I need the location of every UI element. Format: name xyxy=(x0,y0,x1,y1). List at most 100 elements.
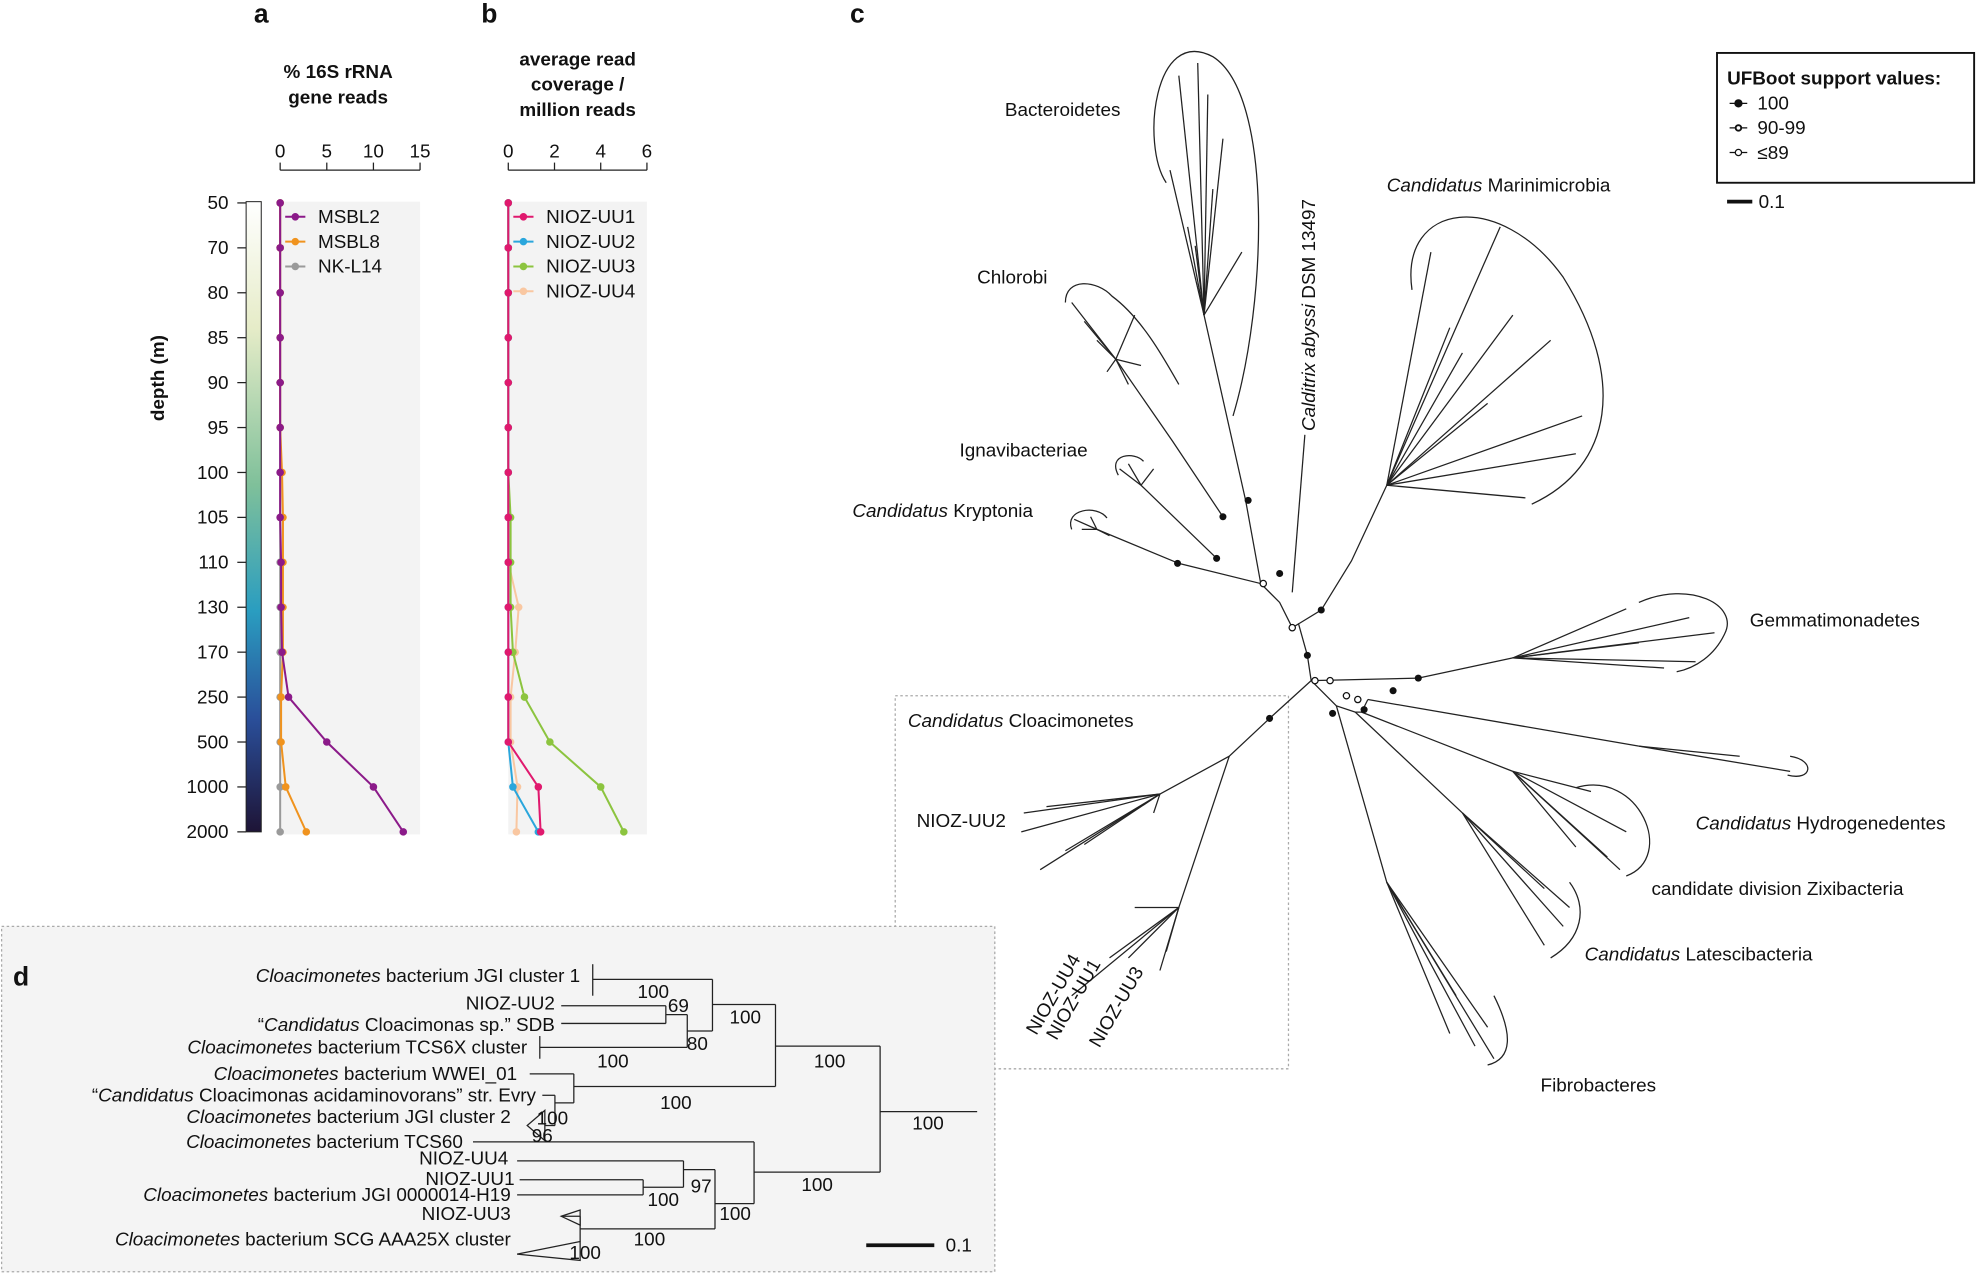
support-node xyxy=(1276,569,1284,578)
y-tick-label: 50 xyxy=(207,193,228,214)
clade-label: candidate division Zixibacteria xyxy=(1651,879,1904,900)
data-point xyxy=(512,828,521,836)
tree-branch xyxy=(1512,770,1627,833)
text-part: Candidatus xyxy=(852,501,948,522)
data-point xyxy=(504,199,513,207)
text-part: Cloacimonas acidaminovorans” str. Evry xyxy=(194,1086,537,1107)
plot-background xyxy=(508,201,647,835)
data-point xyxy=(504,513,513,522)
data-point xyxy=(276,244,284,252)
tree-branch xyxy=(1178,756,1230,908)
support-node xyxy=(1288,623,1297,632)
text-part: NIOZ-UU2 xyxy=(466,994,555,1015)
y-tick-label: 70 xyxy=(207,238,228,259)
tree-branch xyxy=(1203,314,1262,584)
data-point xyxy=(504,468,513,477)
data-point xyxy=(514,603,523,612)
clade-arc xyxy=(1153,50,1260,417)
support-value: 100 xyxy=(597,1052,629,1073)
data-point xyxy=(276,468,284,477)
support-value: 80 xyxy=(687,1034,708,1055)
clade-label: Fibrobacteres xyxy=(1541,1076,1656,1097)
data-point xyxy=(276,378,284,387)
data-point xyxy=(276,513,284,522)
data-point xyxy=(276,199,284,207)
text-part: Candidatus xyxy=(264,1015,360,1036)
x-tick-label: 0 xyxy=(275,142,286,163)
legend-label: MSBL8 xyxy=(318,232,380,253)
support-node xyxy=(1259,579,1268,588)
text-part: bacterium JGI cluster 2 xyxy=(311,1107,510,1128)
panel-letter: a xyxy=(254,0,269,29)
data-point xyxy=(504,288,513,297)
tree-branch xyxy=(1638,745,1740,757)
panel-letter: c xyxy=(850,0,865,29)
tree-branch xyxy=(1046,793,1160,808)
text-part: bacterium TCS6X cluster xyxy=(312,1038,527,1059)
legend-label: 100 xyxy=(1757,94,1789,115)
y-tick-label: 110 xyxy=(198,553,228,574)
data-point xyxy=(504,558,513,567)
x-tick-label: 0 xyxy=(503,142,514,163)
text-part: “ xyxy=(92,1086,98,1107)
y-tick-label: 80 xyxy=(207,283,228,304)
y-axis-label: depth (m) xyxy=(148,335,169,421)
text-part: Candidatus xyxy=(1585,944,1681,965)
text-part: Chlorobi xyxy=(977,268,1047,289)
support-node xyxy=(1266,714,1274,722)
support-value: 100 xyxy=(912,1113,944,1134)
clade-arc xyxy=(1487,995,1508,1066)
tree-branch xyxy=(1178,75,1205,316)
tree-branch xyxy=(1109,906,1180,959)
taxon-label: Cloacimonetes bacterium WWEI_01 xyxy=(214,1064,517,1085)
tree-branch xyxy=(1203,94,1209,316)
chart-title: average read xyxy=(519,50,636,71)
legend-marker xyxy=(1734,99,1743,108)
data-point xyxy=(596,783,605,791)
tree-branch xyxy=(1203,189,1214,316)
data-point xyxy=(534,783,543,791)
tree-branch xyxy=(1090,516,1098,530)
tree-branch xyxy=(1115,314,1136,360)
support-value: 100 xyxy=(719,1204,751,1225)
y-tick-label: 250 xyxy=(197,687,229,708)
legend-marker xyxy=(1734,124,1743,132)
tree-branch xyxy=(1159,680,1312,795)
tree-branch xyxy=(1119,468,1142,486)
legend-label: ≤89 xyxy=(1757,143,1788,164)
scale-label: 0.1 xyxy=(946,1236,972,1257)
legend-label: NIOZ-UU4 xyxy=(546,282,635,303)
support-value: 100 xyxy=(648,1190,680,1211)
tree-branch xyxy=(1512,642,1639,659)
data-point xyxy=(504,244,513,252)
tree-branch xyxy=(1335,705,1388,883)
support-value: 100 xyxy=(814,1052,846,1073)
support-value: 97 xyxy=(691,1176,712,1197)
text-part: bacterium JGI cluster 1 xyxy=(381,966,580,987)
legend-marker xyxy=(519,287,528,296)
tree-branch xyxy=(1386,402,1489,486)
taxon-label: NIOZ-UU1 xyxy=(425,1169,514,1190)
tree-branch xyxy=(1311,657,1513,682)
tree-branch xyxy=(1203,251,1243,316)
tree-branch xyxy=(1096,339,1117,360)
tree-branch xyxy=(1386,226,1501,486)
clade-arc xyxy=(1410,216,1604,505)
text-part: NIOZ-UU4 xyxy=(419,1149,508,1170)
support-node xyxy=(1303,651,1311,659)
y-tick-label: 130 xyxy=(197,598,229,619)
text-part: Kryptonia xyxy=(948,501,1034,522)
text-part: Candidatus xyxy=(1387,176,1483,197)
depth-color-bar xyxy=(245,201,262,833)
text-part: Bacteroidetes xyxy=(1005,100,1121,121)
y-tick-label: 105 xyxy=(197,508,229,529)
data-point xyxy=(536,828,545,836)
support-value: 100 xyxy=(637,982,669,1003)
x-tick-label: 5 xyxy=(322,142,333,163)
taxon-label: NIOZ-UU2 xyxy=(466,994,555,1015)
tree-branch xyxy=(1021,793,1161,833)
tree-branch xyxy=(1386,327,1451,486)
data-point xyxy=(520,693,529,701)
legend-label: NIOZ-UU1 xyxy=(546,207,635,228)
